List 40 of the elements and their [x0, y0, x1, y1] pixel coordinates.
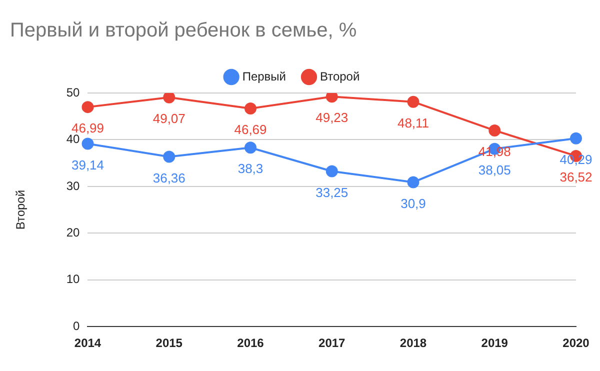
x-tick-label: 2020: [562, 336, 590, 350]
y-tick-label: 50: [66, 85, 80, 100]
y-tick-label: 10: [66, 272, 80, 286]
data-label: 33,25: [316, 184, 348, 200]
point: [407, 176, 420, 188]
point: [244, 142, 256, 154]
x-tick-label: 2016: [237, 336, 264, 350]
x-tick-label: 2015: [156, 336, 183, 350]
point: [244, 102, 256, 114]
data-label: 36,52: [560, 170, 592, 185]
data-label: 49,23: [316, 110, 348, 126]
point: [570, 132, 582, 144]
data-label: 30,9: [400, 196, 426, 211]
x-tick-label: 2019: [481, 336, 508, 350]
point: [163, 150, 176, 163]
point: [407, 96, 420, 108]
data-label: 40,29: [560, 152, 592, 167]
y-tick-label: 30: [66, 178, 80, 193]
data-label: 39,14: [71, 157, 104, 172]
data-label: 36,36: [152, 170, 186, 186]
y-axis-title: Второй: [14, 190, 28, 230]
point: [326, 165, 338, 178]
point: [326, 93, 338, 103]
data-label: 38,05: [478, 162, 511, 178]
point: [488, 124, 501, 136]
chart-title: Первый и второй ребенок в семье, %: [10, 20, 357, 42]
point: [163, 93, 176, 104]
legend-label: Второй: [320, 69, 360, 84]
data-label: 48,11: [397, 115, 430, 130]
data-label: 38,3: [238, 161, 264, 176]
y-tick-label: 20: [66, 225, 80, 240]
legend-label: Первый: [242, 69, 286, 84]
data-label: 46,69: [234, 122, 267, 138]
point: [82, 101, 94, 114]
x-tick-label: 2014: [74, 336, 102, 350]
x-tick-label: 2017: [318, 336, 346, 350]
x-tick-label: 2018: [400, 336, 427, 350]
data-label: 49,07: [152, 110, 186, 126]
point: [82, 138, 94, 150]
y-tick-label: 0: [73, 318, 80, 333]
